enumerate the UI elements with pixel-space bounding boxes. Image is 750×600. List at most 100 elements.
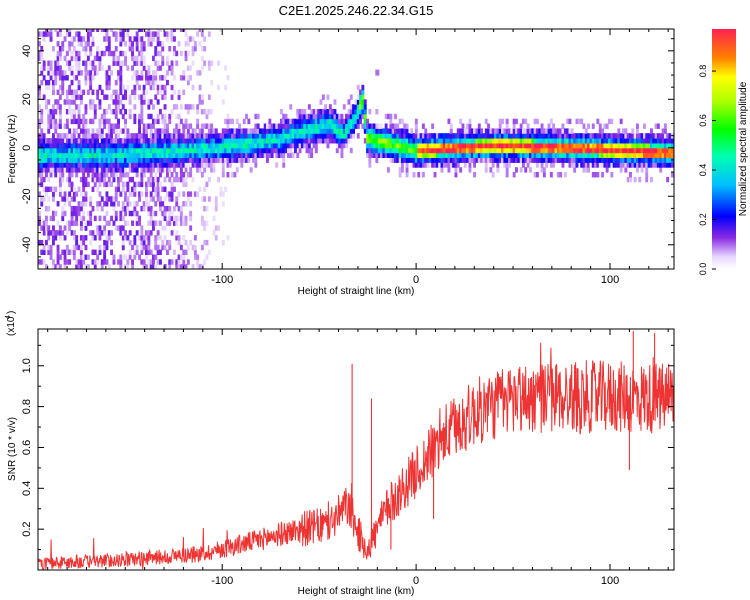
spectrogram-cell	[517, 147, 521, 154]
spectrogram-cell	[477, 133, 481, 139]
spectrogram-cell	[112, 206, 116, 212]
spectrogram-cell	[280, 133, 283, 139]
spectrogram-cell	[86, 254, 90, 260]
spectrogram-cell	[154, 264, 158, 269]
spectrogram-cell	[52, 157, 55, 163]
spectrogram-cell	[245, 147, 248, 154]
spectrogram-cell	[370, 147, 374, 154]
spectrogram-cell	[145, 162, 148, 168]
spectrogram-cell	[487, 142, 490, 149]
spectrogram-cell	[75, 147, 79, 154]
spectrogram-cell	[424, 157, 428, 163]
spectrogram-cell	[524, 152, 528, 158]
spectrogram-cell	[89, 142, 93, 149]
spectrogram-cell	[42, 220, 46, 226]
spectrogram-cell	[91, 41, 95, 47]
spectrogram-cell	[319, 128, 323, 134]
spectrogram-cell	[121, 157, 125, 163]
spectrogram-cell	[640, 142, 644, 149]
spectrogram-cell	[424, 142, 428, 149]
spectrogram-cell	[42, 142, 46, 149]
spectrogram-cell	[86, 70, 90, 76]
spectrogram-cell	[45, 79, 48, 86]
spectrogram-cell	[131, 167, 134, 173]
spectrogram-cell	[149, 147, 153, 154]
spectrogram-cell	[38, 142, 41, 149]
spectrogram-cell	[463, 157, 467, 163]
spectrogram-cell	[442, 157, 446, 163]
spectrogram-cell	[533, 142, 537, 149]
spectrogram-cell	[324, 109, 328, 115]
spectrogram-cell	[629, 133, 632, 139]
spectrogram-cell	[380, 147, 383, 154]
spectrogram-cell	[105, 94, 109, 100]
spectrogram-cell	[93, 259, 97, 265]
spectrogram-cell	[196, 31, 200, 37]
spectrogram-cell	[103, 225, 107, 231]
spectrogram-cell	[121, 50, 125, 57]
spectrogram-cell	[491, 128, 495, 134]
spectrogram-cell	[259, 138, 262, 144]
spectrogram-cell	[489, 133, 493, 139]
spectrogram-cell	[145, 201, 148, 207]
spectrogram-cell	[140, 157, 144, 163]
spectrogram-cell	[96, 157, 100, 163]
spectrogram-cell	[556, 147, 560, 154]
spectrogram-cell	[91, 36, 95, 42]
spectrogram-cell	[459, 133, 463, 139]
spectrogram-cell	[147, 230, 151, 236]
spectrogram-cell	[193, 133, 197, 139]
spectrogram-cell	[147, 210, 151, 217]
spectrogram-cell	[168, 215, 172, 222]
spectrogram-cell	[68, 41, 72, 47]
spectrogram-cell	[110, 133, 113, 139]
spectrogram-cell	[375, 109, 379, 115]
spectrogram-cell	[317, 109, 321, 115]
spectrogram-cell	[384, 113, 388, 120]
spectrogram-cell	[212, 147, 216, 154]
spectrogram-cell	[233, 157, 237, 163]
spectrogram-cell	[547, 138, 551, 144]
spectrogram-cell	[89, 201, 93, 207]
spectrogram-cell	[643, 157, 646, 163]
spectrogram-cell	[61, 138, 65, 144]
spectrogram-cell	[103, 94, 107, 100]
spectrogram-cell	[182, 138, 186, 144]
spectrogram-cell	[340, 152, 344, 158]
spectrogram-cell	[91, 157, 95, 163]
spectrogram-cell	[166, 157, 169, 163]
spectrogram-cell	[93, 264, 97, 269]
spectrogram-cell	[131, 46, 134, 52]
spectrogram-cell	[570, 152, 574, 158]
spectrogram-cell	[624, 138, 628, 144]
spectrogram-cell	[547, 128, 551, 134]
spectrogram-cell	[382, 128, 386, 134]
spectrogram-cell	[75, 104, 79, 110]
spectrogram-cell	[612, 133, 616, 139]
spectrogram-cell	[163, 176, 167, 183]
spectrogram-cell	[173, 128, 176, 134]
spectrogram-cell	[210, 128, 214, 134]
spectrogram-cell	[603, 152, 607, 158]
spectrogram-cell	[519, 133, 523, 139]
spectrogram-cell	[58, 147, 62, 154]
spectrogram-cell	[182, 201, 186, 207]
spectrogram-cell	[147, 259, 151, 265]
spectrogram-cell	[168, 167, 172, 173]
spectrogram-cell	[133, 162, 137, 168]
spectrogram-cell	[296, 113, 300, 120]
spectrogram-cell	[535, 162, 539, 168]
spectrogram-cell	[47, 196, 51, 202]
spectrogram-cell	[226, 147, 230, 154]
spectrogram-cell	[42, 162, 46, 168]
spectrogram-cell	[508, 133, 511, 139]
spectrogram-cell	[65, 31, 69, 37]
spectrogram-cell	[84, 138, 88, 144]
spectrogram-cell	[491, 172, 495, 178]
spectrogram-cell	[354, 104, 358, 110]
spectrogram-cell	[468, 147, 472, 154]
spectrogram-cell	[191, 157, 195, 163]
spectrogram-cell	[40, 152, 44, 158]
spectrogram-cell	[58, 186, 62, 192]
spectrogram-cell	[149, 152, 153, 158]
